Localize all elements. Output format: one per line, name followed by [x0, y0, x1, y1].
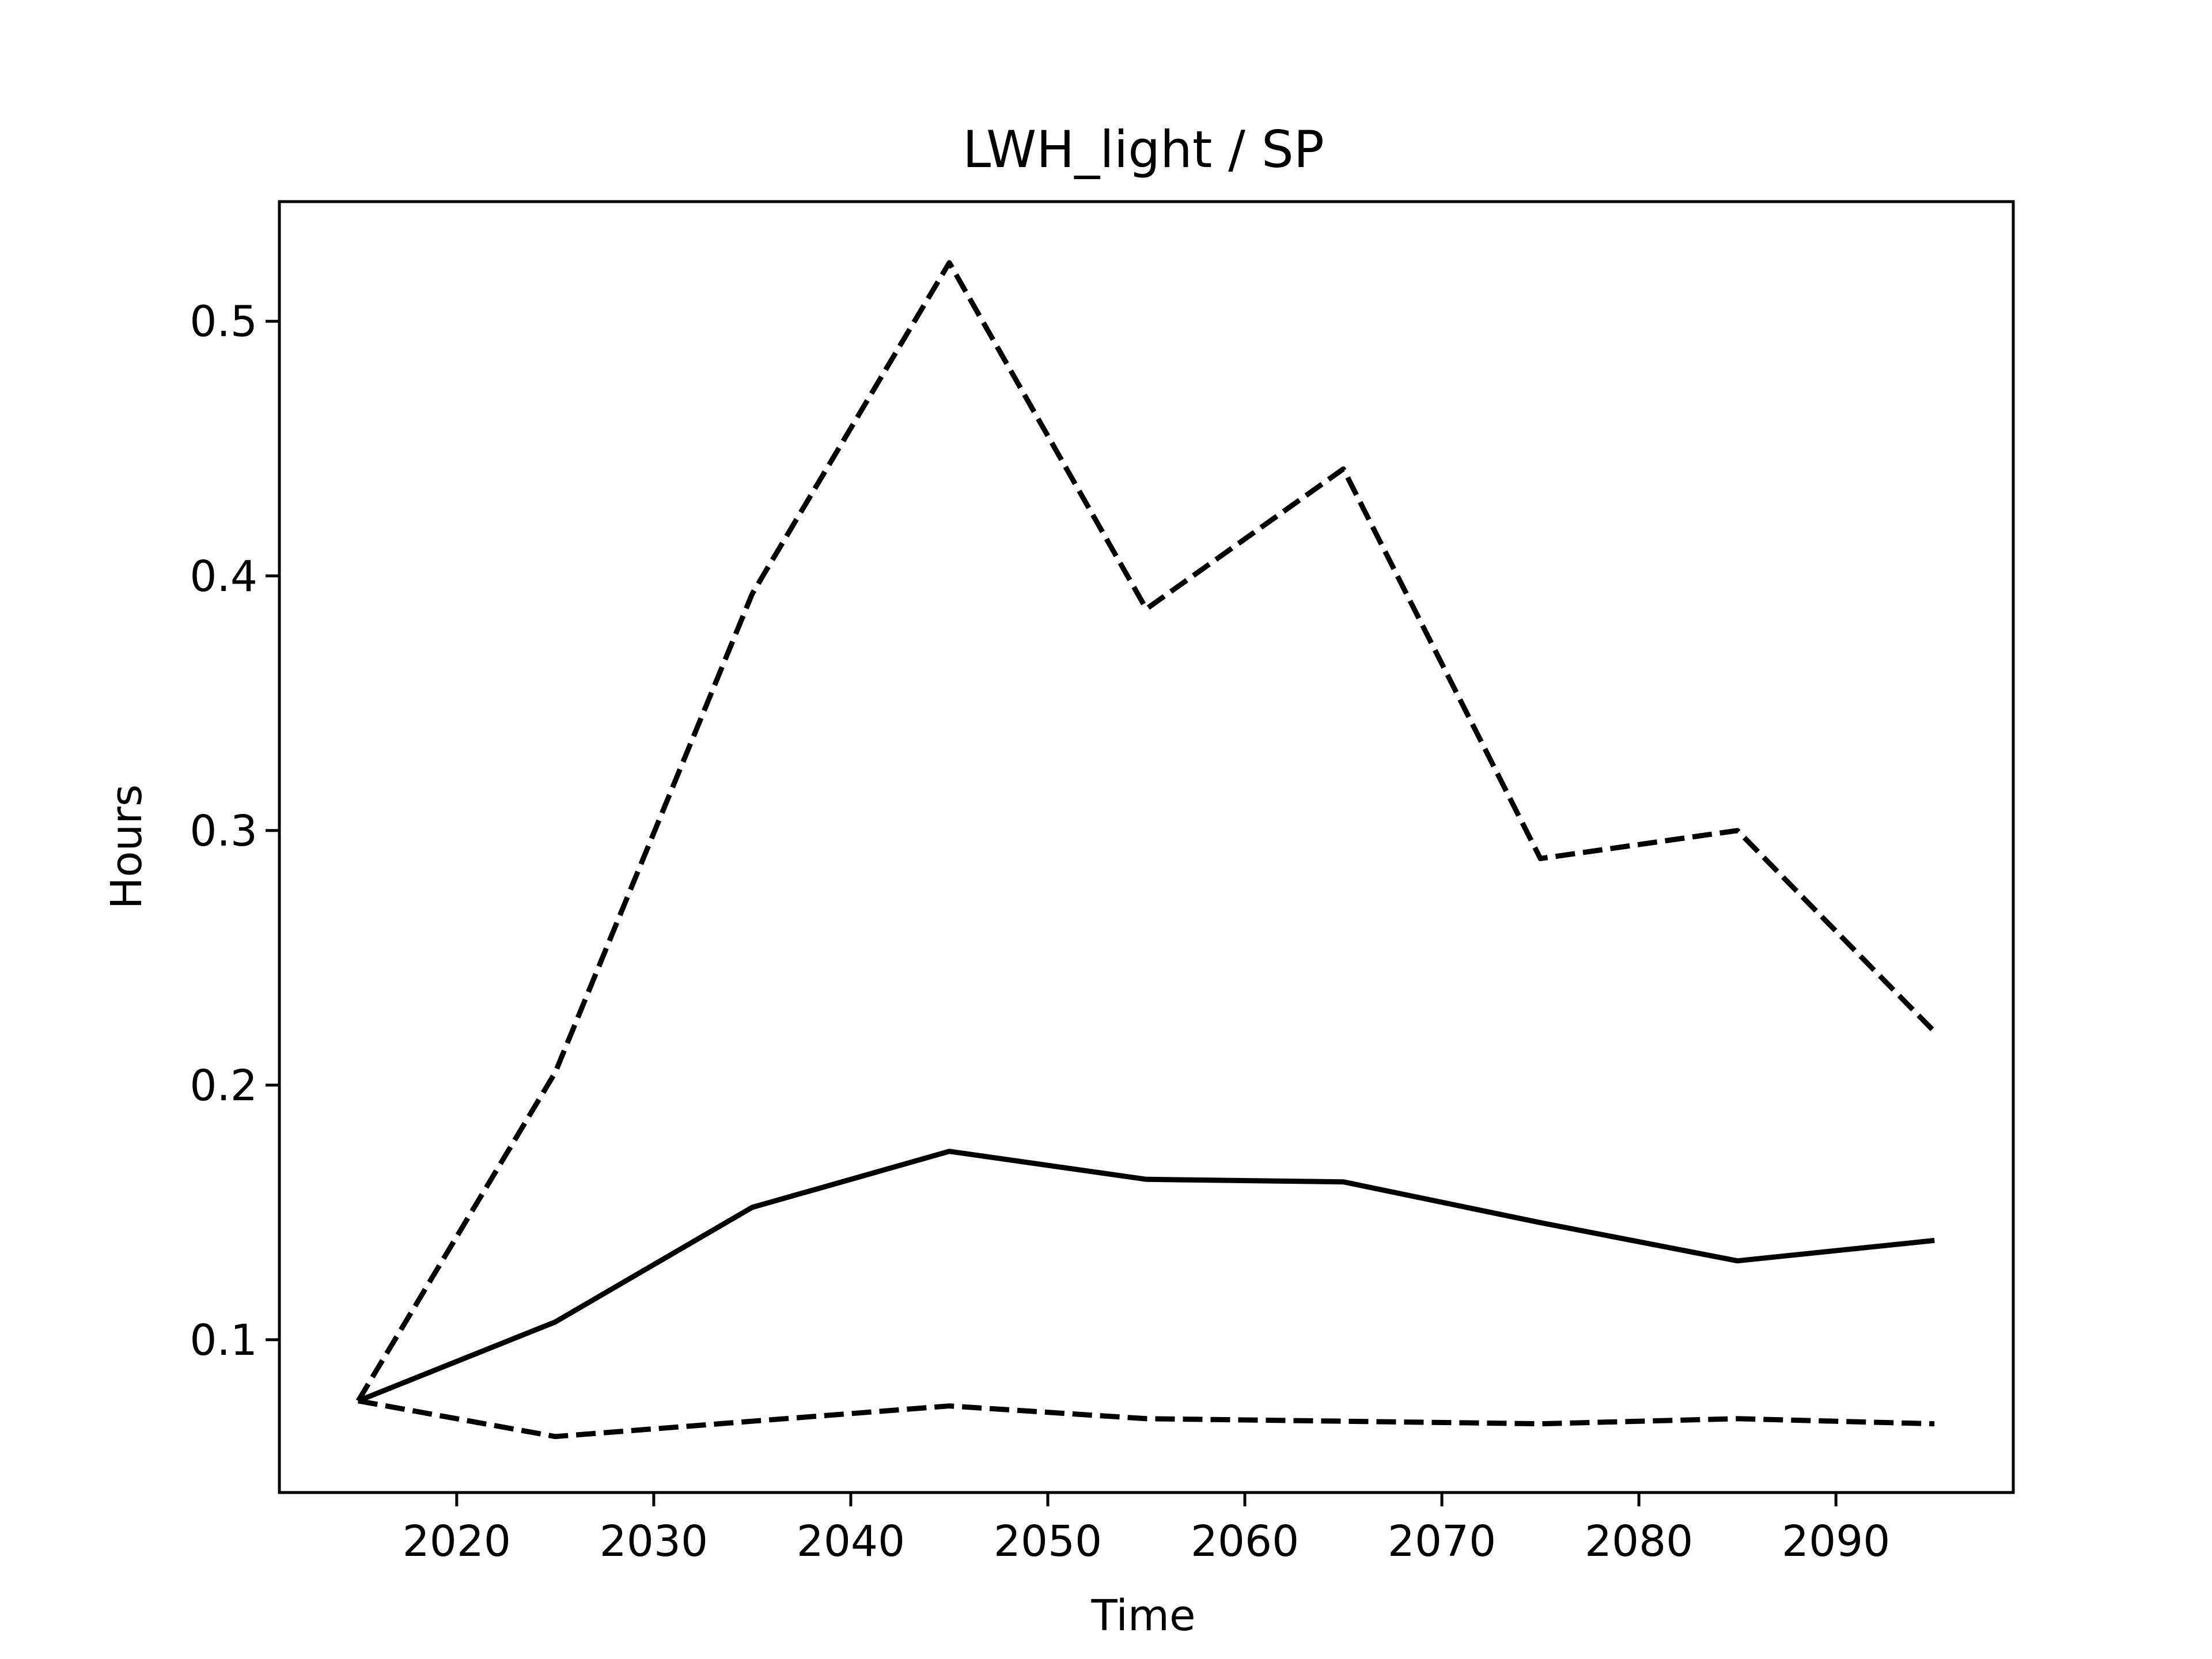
y-tick-label: 0.4 — [190, 552, 257, 601]
y-axis-label: Hours — [102, 785, 151, 910]
x-axis-label: Time — [1090, 1591, 1195, 1641]
x-tick-label: 2090 — [1782, 1517, 1890, 1566]
series-line-3 — [357, 1398, 1935, 1440]
x-tick-label: 2050 — [994, 1517, 1102, 1566]
y-tick-label: 0.2 — [190, 1061, 257, 1111]
x-tick-label: 2020 — [403, 1517, 511, 1566]
data-series-group — [355, 260, 1937, 1440]
x-tick-label: 2030 — [600, 1517, 708, 1566]
y-tick-label: 0.1 — [190, 1316, 257, 1365]
y-tick-label: 0.5 — [190, 297, 257, 347]
x-tick-label: 2080 — [1585, 1517, 1693, 1566]
y-axis-ticks: 0.1 0.2 0.3 0.4 0.5 — [190, 297, 279, 1365]
y-tick-label: 0.3 — [190, 806, 257, 856]
x-axis-ticks: 2020 2030 2040 2050 2060 2070 2080 2090 — [403, 1493, 1890, 1566]
plot-area-frame — [278, 200, 2015, 1494]
series-line-2 — [357, 1149, 1935, 1404]
x-tick-label: 2040 — [797, 1517, 905, 1566]
x-tick-label: 2060 — [1191, 1517, 1299, 1566]
series-line-1 — [355, 260, 1937, 1403]
chart-title: LWH_light / SP — [963, 120, 1324, 179]
x-tick-label: 2070 — [1388, 1517, 1496, 1566]
